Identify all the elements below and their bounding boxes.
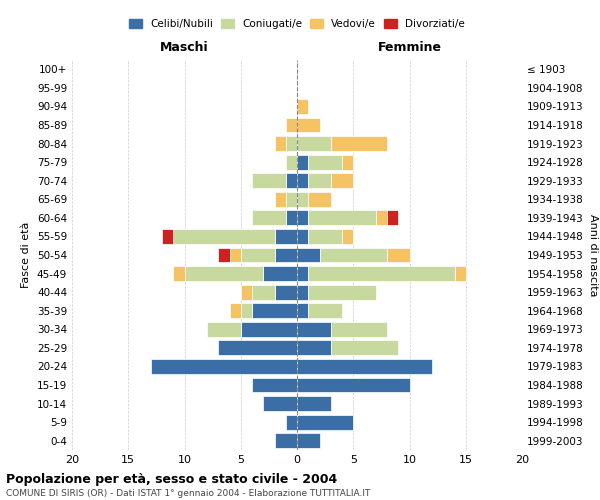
Y-axis label: Fasce di età: Fasce di età <box>22 222 31 288</box>
Bar <box>331 340 398 355</box>
Bar <box>241 304 252 318</box>
Bar <box>275 229 297 244</box>
Bar <box>308 192 331 206</box>
Bar <box>342 154 353 170</box>
Bar <box>207 322 241 336</box>
Bar <box>218 340 297 355</box>
Bar <box>286 118 297 132</box>
Bar <box>308 304 342 318</box>
Bar <box>297 378 409 392</box>
Bar <box>297 284 308 300</box>
Bar <box>331 322 387 336</box>
Bar <box>297 304 308 318</box>
Bar <box>229 248 241 262</box>
Bar <box>286 154 297 170</box>
Bar <box>331 174 353 188</box>
Bar <box>241 284 252 300</box>
Bar <box>297 248 320 262</box>
Bar <box>297 396 331 411</box>
Bar <box>308 266 455 281</box>
Y-axis label: Anni di nascita: Anni di nascita <box>587 214 598 296</box>
Bar <box>286 414 297 430</box>
Bar <box>275 284 297 300</box>
Bar <box>297 99 308 114</box>
Bar <box>252 174 286 188</box>
Bar <box>263 396 297 411</box>
Bar <box>376 210 387 226</box>
Bar <box>297 154 308 170</box>
Bar <box>286 192 297 206</box>
Bar <box>297 414 353 430</box>
Bar <box>275 136 286 151</box>
Bar <box>297 229 308 244</box>
Bar <box>308 154 342 170</box>
Text: Maschi: Maschi <box>160 42 209 54</box>
Bar <box>297 174 308 188</box>
Bar <box>297 136 331 151</box>
Bar <box>275 248 297 262</box>
Bar <box>275 434 297 448</box>
Bar <box>342 229 353 244</box>
Bar <box>252 304 297 318</box>
Bar <box>455 266 466 281</box>
Bar <box>162 229 173 244</box>
Bar <box>286 136 297 151</box>
Bar <box>229 304 241 318</box>
Text: Popolazione per età, sesso e stato civile - 2004: Popolazione per età, sesso e stato civil… <box>6 472 337 486</box>
Bar <box>297 210 308 226</box>
Bar <box>308 284 376 300</box>
Bar <box>286 210 297 226</box>
Bar <box>252 284 275 300</box>
Bar <box>286 174 297 188</box>
Bar <box>297 322 331 336</box>
Bar <box>173 229 275 244</box>
Bar <box>241 322 297 336</box>
Bar <box>308 229 342 244</box>
Bar <box>252 210 286 226</box>
Bar <box>151 359 297 374</box>
Legend: Celibi/Nubili, Coniugati/e, Vedovi/e, Divorziati/e: Celibi/Nubili, Coniugati/e, Vedovi/e, Di… <box>125 14 469 33</box>
Bar <box>297 118 320 132</box>
Bar <box>241 248 275 262</box>
Bar <box>331 136 387 151</box>
Bar <box>218 248 229 262</box>
Bar <box>185 266 263 281</box>
Bar <box>297 340 331 355</box>
Bar <box>173 266 185 281</box>
Bar <box>297 434 320 448</box>
Bar <box>308 174 331 188</box>
Bar <box>387 210 398 226</box>
Bar <box>297 266 308 281</box>
Text: COMUNE DI SIRIS (OR) - Dati ISTAT 1° gennaio 2004 - Elaborazione TUTTITALIA.IT: COMUNE DI SIRIS (OR) - Dati ISTAT 1° gen… <box>6 489 370 498</box>
Bar <box>297 192 308 206</box>
Bar <box>387 248 409 262</box>
Bar <box>275 192 286 206</box>
Bar <box>308 210 376 226</box>
Bar <box>263 266 297 281</box>
Text: Femmine: Femmine <box>377 42 442 54</box>
Bar <box>320 248 387 262</box>
Bar <box>252 378 297 392</box>
Bar <box>297 359 432 374</box>
